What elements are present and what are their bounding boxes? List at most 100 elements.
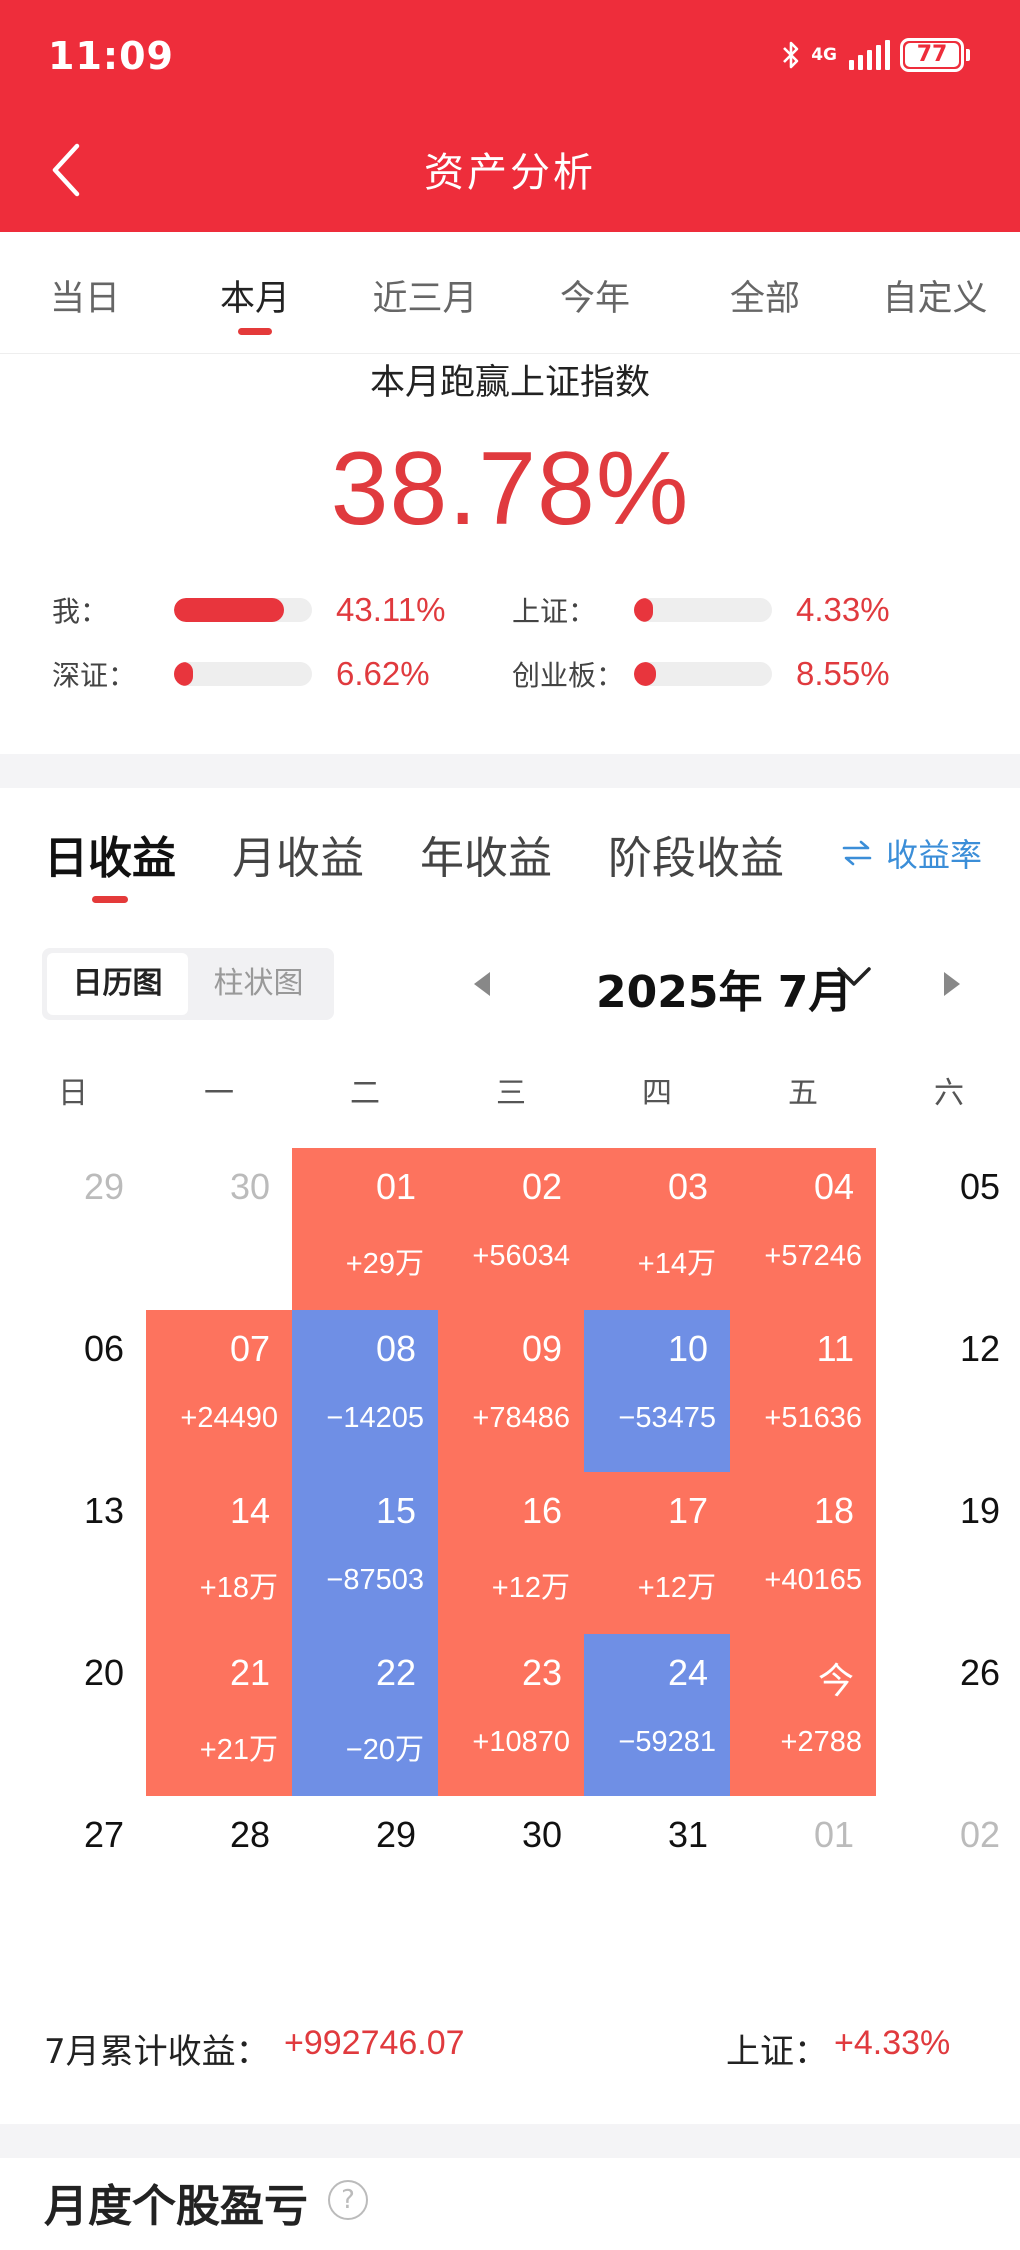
- status-time: 11:09: [48, 34, 174, 78]
- day-number: 27: [83, 1814, 124, 1855]
- calendar-day[interactable]: 01: [730, 1796, 876, 1958]
- calendar-day[interactable]: 28: [146, 1796, 292, 1958]
- prev-month-button[interactable]: [474, 972, 490, 996]
- tab-daily-profit[interactable]: 日收益: [44, 822, 176, 903]
- day-pnl: −87503: [326, 1564, 424, 1596]
- day-number: 24: [667, 1652, 708, 1693]
- calendar-day[interactable]: 16 +12万: [438, 1472, 584, 1634]
- bar-view-button[interactable]: 柱状图: [213, 966, 304, 1001]
- day-pnl: +10870: [472, 1726, 570, 1758]
- day-number: 04: [813, 1166, 854, 1207]
- compare-bar: [634, 662, 772, 686]
- calendar-day[interactable]: 07 +24490: [146, 1310, 292, 1472]
- calendar-day[interactable]: 29: [0, 1148, 146, 1310]
- calendar-day[interactable]: 08 −14205: [292, 1310, 438, 1472]
- day-pnl: +78486: [472, 1402, 570, 1434]
- back-button[interactable]: [36, 140, 96, 200]
- tab-monthly-profit[interactable]: 月收益: [232, 833, 364, 884]
- chevron-left-icon: [52, 143, 80, 197]
- profit-card: 日收益 月收益 年收益 阶段收益 收益率 日历图 柱状图 2025年 7月 日 …: [0, 788, 1020, 2124]
- tab-custom[interactable]: 自定义: [882, 279, 988, 319]
- profit-rate-link[interactable]: 收益率: [842, 830, 982, 876]
- battery-level: 77: [905, 43, 959, 67]
- compare-shanghai: 上证： 4.33%: [512, 590, 890, 630]
- weekday-label: 六: [934, 1076, 964, 1111]
- calendar-day[interactable]: 19: [876, 1472, 1020, 1634]
- weekday-label: 三: [496, 1076, 526, 1111]
- day-number: 13: [83, 1490, 124, 1531]
- calendar-day[interactable]: 15 −87503: [292, 1472, 438, 1634]
- index-label: 上证：: [726, 2032, 828, 2072]
- tab-stage-profit[interactable]: 阶段收益: [608, 833, 784, 884]
- beat-value: 38.78%: [330, 431, 690, 547]
- calendar-day[interactable]: 23 +10870: [438, 1634, 584, 1796]
- month-label[interactable]: 2025年 7月: [596, 967, 853, 1018]
- day-pnl: +12万: [637, 1572, 716, 1604]
- weekday-label: 二: [350, 1076, 380, 1111]
- day-pnl: +40165: [764, 1564, 862, 1596]
- view-toggle: 日历图 柱状图: [42, 948, 334, 1020]
- calendar-day[interactable]: 10 −53475: [584, 1310, 730, 1472]
- battery-icon: 77: [900, 38, 970, 72]
- weekday-label: 日: [58, 1076, 88, 1111]
- calendar-day[interactable]: 20: [0, 1634, 146, 1796]
- calendar-day[interactable]: 31: [584, 1796, 730, 1958]
- day-pnl: −20万: [345, 1734, 424, 1766]
- section-title: 月度个股盈亏: [44, 2181, 308, 2232]
- calendar-day[interactable]: 01 +29万: [292, 1148, 438, 1310]
- calendar-day[interactable]: 30: [146, 1148, 292, 1310]
- calendar-day[interactable]: 02: [876, 1796, 1020, 1958]
- calendar-day[interactable]: 11 +51636: [730, 1310, 876, 1472]
- day-pnl: +12万: [491, 1572, 570, 1604]
- calendar-day[interactable]: 02 +56034: [438, 1148, 584, 1310]
- day-number: 01: [813, 1814, 854, 1855]
- calendar-day[interactable]: 12: [876, 1310, 1020, 1472]
- day-number: 01: [375, 1166, 416, 1207]
- calendar-view-button[interactable]: 日历图: [47, 953, 188, 1015]
- weekday-label: 一: [204, 1076, 234, 1111]
- calendar-day[interactable]: 今 +2788: [730, 1634, 876, 1796]
- calendar-day[interactable]: 22 −20万: [292, 1634, 438, 1796]
- day-pnl: −59281: [618, 1726, 716, 1758]
- tab-yearly-profit[interactable]: 年收益: [420, 833, 552, 884]
- summary-value: +992746.07: [284, 2024, 465, 2062]
- calendar-day[interactable]: 24 −59281: [584, 1634, 730, 1796]
- help-circle-icon[interactable]: ?: [328, 2180, 368, 2220]
- calendar-day[interactable]: 27: [0, 1796, 146, 1958]
- chevron-down-icon[interactable]: [836, 966, 872, 990]
- day-number: 16: [521, 1490, 562, 1531]
- tab-this-month[interactable]: 本月: [170, 232, 340, 353]
- calendar-day[interactable]: 18 +40165: [730, 1472, 876, 1634]
- day-number: 28: [229, 1814, 270, 1855]
- next-month-button[interactable]: [944, 972, 960, 996]
- compare-bar: [174, 662, 312, 686]
- tab-three-months[interactable]: 近三月: [372, 279, 478, 319]
- tab-this-year[interactable]: 今年: [559, 279, 630, 319]
- calendar-day[interactable]: 30: [438, 1796, 584, 1958]
- day-number: 02: [521, 1166, 562, 1207]
- tab-today[interactable]: 当日: [49, 279, 120, 319]
- calendar-day[interactable]: 03 +14万: [584, 1148, 730, 1310]
- compare-bar: [174, 598, 312, 622]
- network-type: 4G: [811, 44, 837, 65]
- calendar-day[interactable]: 05: [876, 1148, 1020, 1310]
- app-header: 11:09 4G 77 资产分析: [0, 0, 1020, 232]
- tab-all[interactable]: 全部: [729, 279, 800, 319]
- calendar-day[interactable]: 14 +18万: [146, 1472, 292, 1634]
- page-title: 资产分析: [424, 150, 596, 196]
- day-pnl: +24490: [180, 1402, 278, 1434]
- day-number: 05: [959, 1166, 1000, 1207]
- day-number: 26: [959, 1652, 1000, 1693]
- calendar-day[interactable]: 09 +78486: [438, 1310, 584, 1472]
- calendar-day[interactable]: 17 +12万: [584, 1472, 730, 1634]
- calendar-day[interactable]: 26: [876, 1634, 1020, 1796]
- day-number: 07: [229, 1328, 270, 1369]
- calendar-day[interactable]: 29: [292, 1796, 438, 1958]
- calendar-day[interactable]: 06: [0, 1310, 146, 1472]
- day-number: 30: [521, 1814, 562, 1855]
- calendar-day[interactable]: 13: [0, 1472, 146, 1634]
- day-pnl: +14万: [637, 1248, 716, 1280]
- calendar-day[interactable]: 21 +21万: [146, 1634, 292, 1796]
- day-number: 20: [83, 1652, 124, 1693]
- calendar-day[interactable]: 04 +57246: [730, 1148, 876, 1310]
